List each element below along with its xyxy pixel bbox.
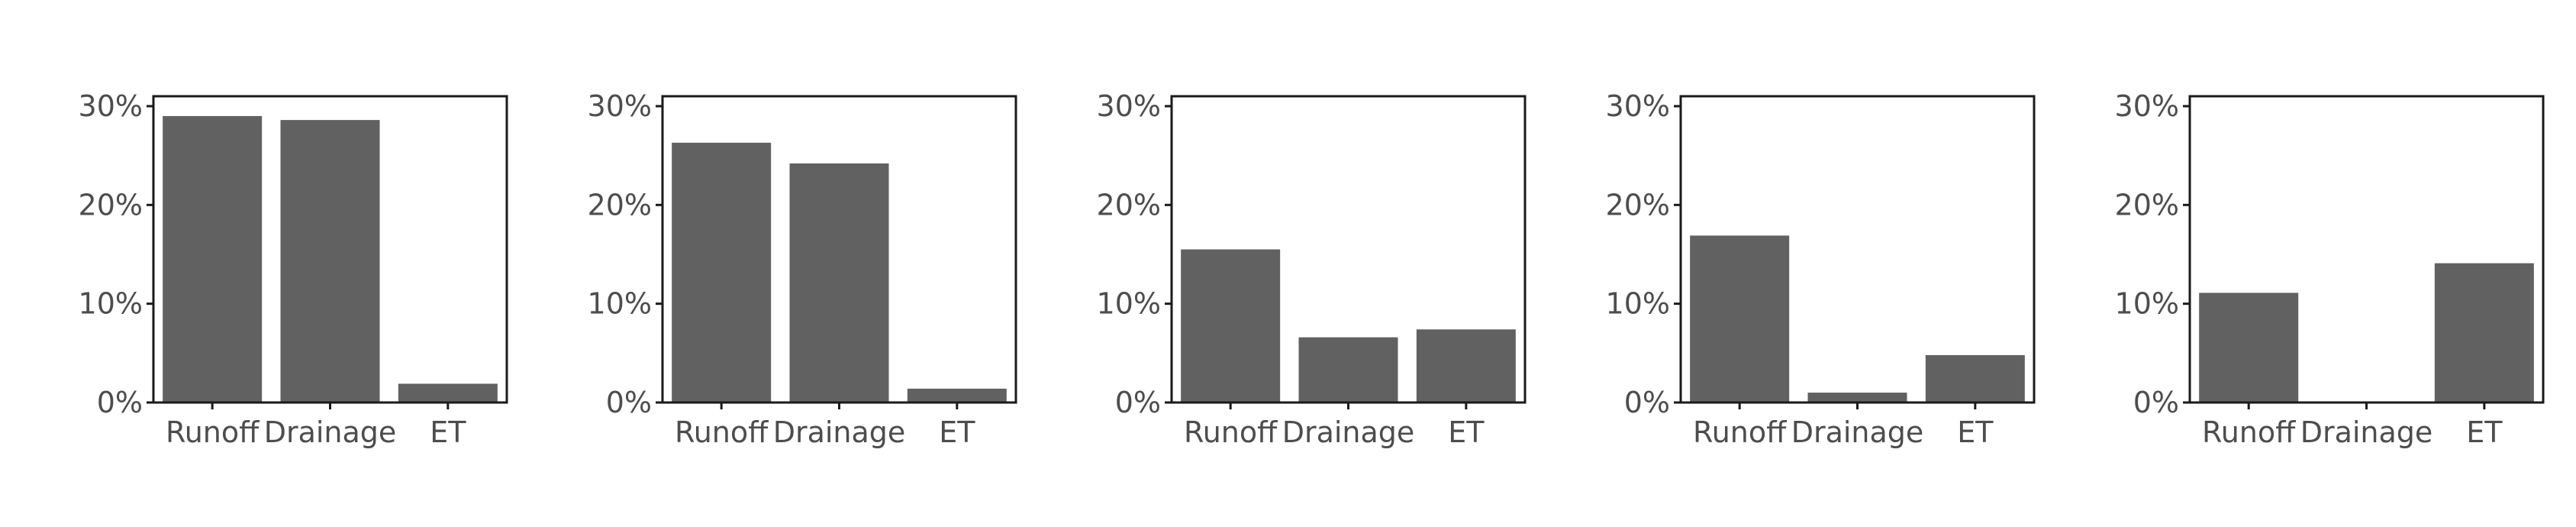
y-tick-label: 0% <box>606 386 652 419</box>
bar-panel-5: 0% 10% 20% 30% Runoff Drainage ET <box>2115 89 2545 449</box>
y-tick-label: 30% <box>79 89 143 123</box>
x-tick-label-runoff: Runoff <box>1693 415 1787 449</box>
x-tick-label-runoff: Runoff <box>166 415 260 449</box>
bar-runoff <box>1181 249 1281 403</box>
bar-panel-2: 0% 10% 20% 30% Runoff Drainage ET <box>588 89 1017 449</box>
y-tick-label: 20% <box>2115 188 2179 221</box>
y-tick-label: 30% <box>1097 89 1161 123</box>
x-tick-label-drainage: Drainage <box>1282 415 1415 449</box>
y-tick-label: 20% <box>1097 188 1161 221</box>
bar-panel-3: 0% 10% 20% 30% Runoff Drainage ET <box>1097 89 1527 449</box>
bar-runoff <box>163 115 263 403</box>
y-tick-label: 10% <box>1097 287 1161 321</box>
bar-panel-1: 0% 10% 20% 30% Runoff Drainage ET <box>79 89 508 449</box>
bar-drainage <box>1298 337 1398 403</box>
bar-et <box>398 383 498 403</box>
bar-drainage <box>789 163 889 403</box>
bar-et <box>1925 354 2025 403</box>
bar-et <box>1416 329 1516 403</box>
bar-runoff <box>2199 293 2299 403</box>
y-tick-label: 0% <box>97 386 143 419</box>
x-tick-label-et: ET <box>430 415 466 449</box>
y-tick-label: 10% <box>2115 287 2179 321</box>
bar-runoff <box>1690 235 1790 403</box>
y-tick-label: 20% <box>1606 188 1670 221</box>
y-tick-label: 10% <box>588 287 652 321</box>
y-tick-label: 0% <box>1624 386 1670 419</box>
x-tick-label-et: ET <box>1448 415 1485 449</box>
bar-et <box>907 388 1007 403</box>
x-tick-label-runoff: Runoff <box>2202 415 2296 449</box>
x-tick-label-drainage: Drainage <box>264 415 397 449</box>
y-tick-label: 30% <box>1606 89 1670 123</box>
x-tick-label-drainage: Drainage <box>1791 415 1924 449</box>
x-tick-label-runoff: Runoff <box>1184 415 1278 449</box>
y-tick-label: 10% <box>1606 287 1670 321</box>
x-tick-label-et: ET <box>2466 415 2503 449</box>
bar-drainage <box>1807 393 1907 403</box>
bar-runoff <box>672 142 772 403</box>
y-tick-label: 20% <box>79 188 143 221</box>
x-tick-label-drainage: Drainage <box>773 415 906 449</box>
y-tick-label: 10% <box>79 287 143 321</box>
x-tick-label-drainage: Drainage <box>2300 415 2433 449</box>
x-tick-label-et: ET <box>1957 415 1994 449</box>
y-tick-label: 30% <box>588 89 652 123</box>
y-tick-label: 20% <box>588 188 652 221</box>
y-tick-label: 0% <box>1115 386 1161 419</box>
bar-panel-4: 0% 10% 20% 30% Runoff Drainage ET <box>1606 89 2036 449</box>
y-tick-label: 30% <box>2115 89 2179 123</box>
y-tick-label: 0% <box>2133 386 2179 419</box>
x-tick-label-et: ET <box>939 415 975 449</box>
x-tick-label-runoff: Runoff <box>675 415 769 449</box>
bar-drainage <box>280 120 380 403</box>
bar-et <box>2434 263 2534 403</box>
